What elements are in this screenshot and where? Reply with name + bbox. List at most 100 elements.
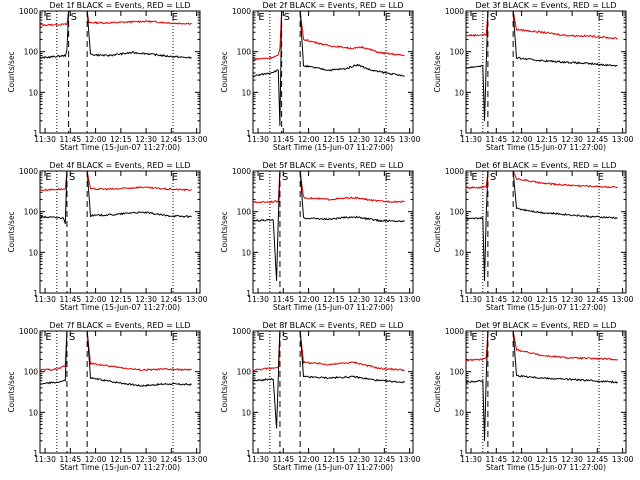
x-tick-label: 12:30 [135, 295, 157, 304]
marker-letter: S [69, 332, 75, 343]
x-tick-label: 11:30 [34, 295, 56, 304]
x-axis-label: Start Time (15-Jun-07 11:27:00) [486, 143, 606, 152]
plot-frame [39, 10, 201, 134]
x-tick-label: 11:30 [247, 135, 269, 144]
x-tick-label: 12:15 [536, 135, 558, 144]
y-tick-label: 1 [33, 129, 38, 138]
x-tick-label: 11:45 [60, 295, 82, 304]
x-axis-label: Start Time (15-Jun-07 11:27:00) [486, 303, 606, 312]
x-tick-label: 13:00 [612, 455, 634, 464]
x-tick-label: 12:30 [561, 455, 583, 464]
y-tick-label: 10 [454, 408, 464, 417]
x-tick-label: 12:45 [587, 135, 609, 144]
lld-series-line [39, 10, 192, 27]
x-tick-label: 11:45 [486, 295, 508, 304]
x-tick-label: 12:15 [536, 295, 558, 304]
x-tick-label: 11:45 [273, 455, 295, 464]
marker-letter: S [71, 12, 77, 23]
x-axis-label: Start Time (15-Jun-07 11:27:00) [273, 463, 393, 472]
x-tick-label: 12:15 [323, 135, 345, 144]
x-tick-label: 12:30 [348, 455, 370, 464]
y-tick-label: 1000 [19, 167, 38, 176]
lld-series-line [252, 330, 405, 372]
y-tick-label: 1 [246, 289, 251, 298]
marker-letter: E [598, 332, 604, 343]
x-tick-label: 12:15 [110, 295, 132, 304]
panel-title: Det 6f BLACK = Events, RED = LLD [475, 161, 616, 170]
y-tick-label: 100 [24, 368, 39, 377]
marker-letter: E [45, 12, 51, 23]
x-tick-label: 12:30 [348, 135, 370, 144]
y-tick-label: 1000 [445, 167, 464, 176]
x-tick-label: 12:00 [298, 135, 320, 144]
x-tick-label: 11:45 [486, 135, 508, 144]
y-axis-label: Counts/sec [433, 211, 442, 252]
x-axis-label: Start Time (15-Jun-07 11:27:00) [60, 303, 180, 312]
y-tick-label: 1 [459, 289, 464, 298]
y-tick-label: 1000 [232, 167, 251, 176]
marker-letter: E [598, 172, 604, 183]
y-tick-label: 1 [33, 289, 38, 298]
plot-frame [465, 10, 627, 134]
x-tick-label: 12:45 [374, 295, 396, 304]
x-tick-label: 13:00 [612, 135, 634, 144]
x-tick-label: 12:15 [323, 295, 345, 304]
x-axis-label: Start Time (15-Jun-07 11:27:00) [60, 463, 180, 472]
y-axis-label: Counts/sec [220, 211, 229, 252]
x-tick-label: 12:30 [135, 455, 157, 464]
x-tick-label: 11:45 [60, 455, 82, 464]
marker-letter: E [385, 172, 391, 183]
x-tick-label: 12:15 [110, 455, 132, 464]
x-tick-label: 12:45 [161, 455, 183, 464]
marker-letter: S [284, 12, 290, 23]
marker-letter: S [282, 332, 288, 343]
x-axis-label: Start Time (15-Jun-07 11:27:00) [60, 143, 180, 152]
x-tick-label: 12:45 [374, 455, 396, 464]
x-tick-label: 12:00 [85, 455, 107, 464]
marker-letter: E [385, 332, 391, 343]
x-tick-label: 11:30 [460, 295, 482, 304]
x-tick-label: 11:30 [34, 455, 56, 464]
plot-frame [252, 10, 414, 134]
x-tick-label: 12:15 [110, 135, 132, 144]
x-tick-label: 13:00 [612, 295, 634, 304]
marker-letter: E [385, 12, 391, 23]
y-axis-label: Counts/sec [433, 371, 442, 412]
x-tick-label: 12:00 [85, 135, 107, 144]
y-tick-label: 1 [246, 449, 251, 458]
lld-series-line [39, 170, 192, 192]
x-tick-label: 13:00 [399, 135, 421, 144]
marker-letter: S [69, 172, 75, 183]
x-tick-label: 12:00 [85, 295, 107, 304]
plot-frame [39, 330, 201, 454]
panel-title: Det 3f BLACK = Events, RED = LLD [475, 1, 616, 10]
events-series-line [252, 170, 405, 281]
x-tick-label: 12:45 [374, 135, 396, 144]
x-tick-label: 13:00 [399, 295, 421, 304]
x-tick-label: 12:00 [298, 295, 320, 304]
events-series-line [465, 170, 618, 281]
panel-title: Det 5f BLACK = Events, RED = LLD [262, 161, 403, 170]
y-tick-label: 10 [454, 88, 464, 97]
detector-panel: Det 6f BLACK = Events, RED = LLD 1 10 100 10… [433, 161, 634, 312]
detector-panel: Det 8f BLACK = Events, RED = LLD 1 10 100 10… [220, 321, 421, 472]
y-tick-label: 1 [459, 449, 464, 458]
y-tick-label: 100 [24, 48, 39, 57]
plot-frame [252, 330, 414, 454]
detector-panel: Det 1f BLACK = Events, RED = LLD 1 10 100 10… [7, 1, 208, 152]
x-tick-label: 12:30 [561, 295, 583, 304]
marker-letter: E [598, 12, 604, 23]
y-tick-label: 1 [246, 129, 251, 138]
x-tick-label: 11:30 [460, 455, 482, 464]
x-tick-label: 12:45 [587, 455, 609, 464]
marker-letter: E [471, 332, 477, 343]
marker-letter: S [282, 172, 288, 183]
y-tick-label: 1000 [445, 327, 464, 336]
x-tick-label: 12:15 [323, 455, 345, 464]
marker-letter: S [490, 172, 496, 183]
detector-panel: Det 9f BLACK = Events, RED = LLD 1 10 100 10… [433, 321, 634, 472]
y-tick-label: 1000 [19, 7, 38, 16]
lld-series-line [39, 330, 192, 372]
x-tick-label: 11:45 [273, 135, 295, 144]
events-series-line [252, 10, 405, 126]
